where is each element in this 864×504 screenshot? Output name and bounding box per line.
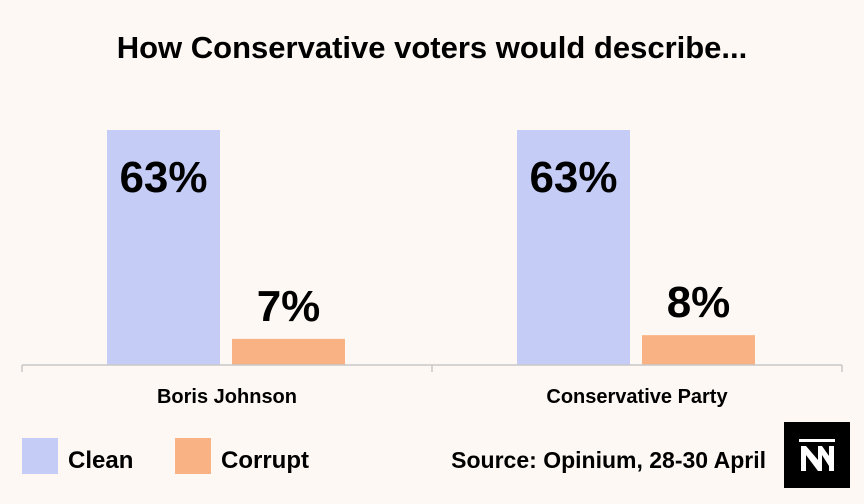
- legend: Clean Corrupt: [22, 438, 309, 474]
- value-label-corrupt-0: 7%: [257, 282, 321, 331]
- source-note: Source: Opinium, 28-30 April: [451, 447, 766, 473]
- bar-corrupt-0: [232, 338, 345, 365]
- chart-title: How Conservative voters would describe..…: [117, 30, 748, 65]
- legend-swatch-clean: [22, 438, 58, 474]
- nm-logo-mark: [799, 439, 835, 471]
- value-label-corrupt-1: 8%: [667, 278, 731, 327]
- legend-label-corrupt: Corrupt: [221, 447, 309, 474]
- bar-clean-0: [107, 130, 220, 365]
- legend-label-clean: Clean: [68, 447, 133, 474]
- bar-corrupt-1: [642, 335, 755, 365]
- category-labels-group: Boris Johnson Conservative Party: [157, 386, 728, 408]
- bars-group: [107, 130, 755, 365]
- value-label-clean-0: 63%: [119, 153, 207, 202]
- nm-logo-icon: [784, 422, 850, 488]
- value-label-clean-1: 63%: [529, 153, 617, 202]
- value-labels-group: 63% 7% 63% 8%: [119, 153, 730, 331]
- legend-swatch-corrupt: [175, 438, 211, 474]
- bar-clean-1: [517, 130, 630, 365]
- category-label-0: Boris Johnson: [157, 386, 297, 408]
- category-label-1: Conservative Party: [546, 386, 728, 408]
